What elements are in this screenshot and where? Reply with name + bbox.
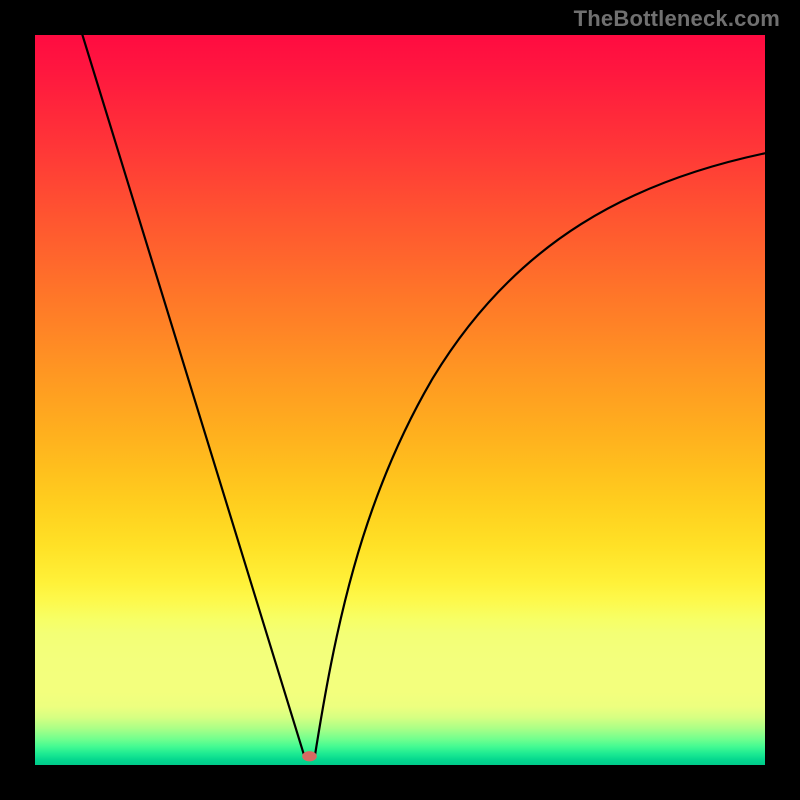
watermark-text: TheBottleneck.com	[574, 6, 780, 32]
optimal-marker	[302, 751, 317, 761]
chart-plot-area	[35, 35, 765, 765]
chart-svg	[35, 35, 765, 765]
chart-background	[35, 35, 765, 765]
chart-frame: TheBottleneck.com	[0, 0, 800, 800]
